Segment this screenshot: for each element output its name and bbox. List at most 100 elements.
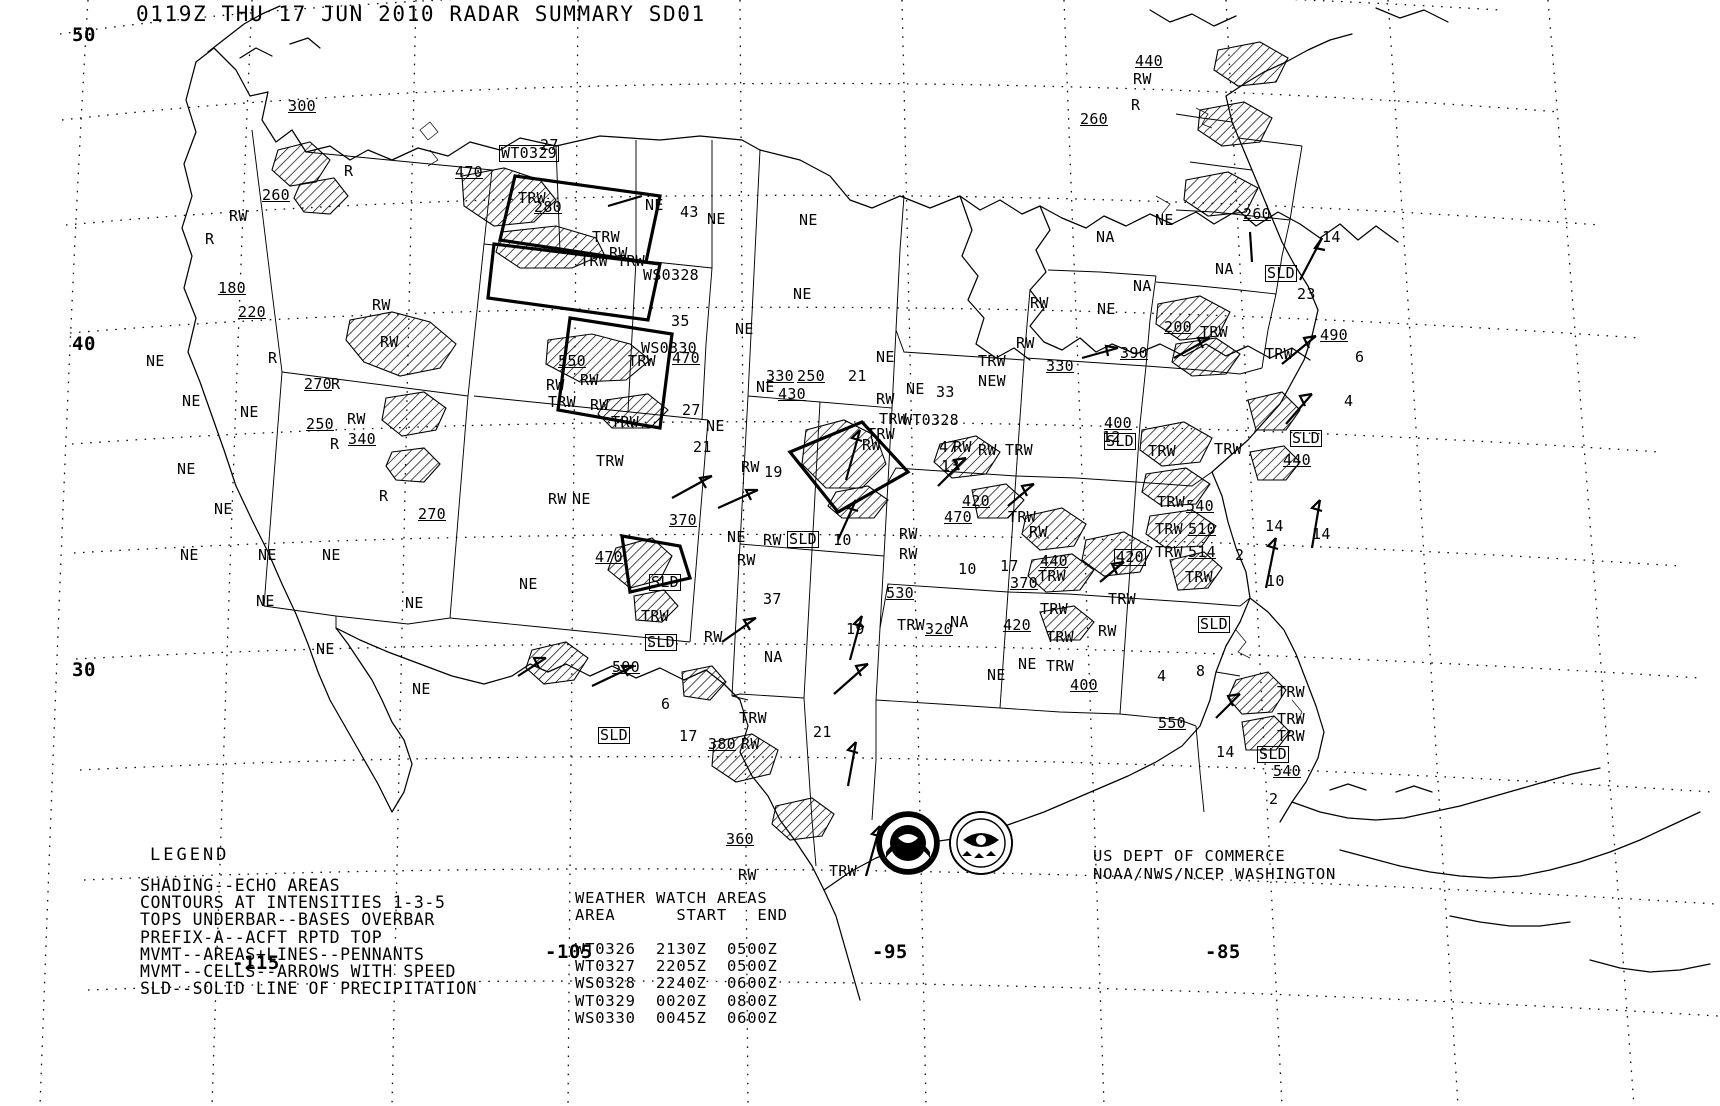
echo-annotation: 6	[1355, 348, 1365, 366]
echo-annotation: R	[205, 230, 215, 248]
echo-annotation: NE	[214, 500, 233, 518]
echo-annotation: 14	[1312, 525, 1331, 543]
echo-annotation: TRW	[1046, 657, 1074, 675]
echo-annotation: 370	[669, 511, 697, 529]
echo-annotation: 37	[763, 590, 782, 608]
echo-annotation: RW	[372, 296, 391, 314]
echo-annotation: 320	[925, 620, 953, 638]
page-title: 0119Z THU 17 JUN 2010 RADAR SUMMARY SD01	[136, 2, 706, 26]
echo-annotation: TRW	[897, 616, 925, 634]
echo-annotation: 2	[1269, 790, 1279, 808]
echo-annotation: 13	[941, 457, 960, 475]
echo-annotation: TRW	[1108, 590, 1136, 608]
echo-annotation: TRW	[628, 352, 656, 370]
echo-annotation: RW	[229, 207, 248, 225]
echo-annotation: 19	[764, 463, 783, 481]
echo-annotation: WS0330	[641, 339, 697, 357]
echo-annotation: 33	[936, 383, 955, 401]
echo-annotation: RW	[609, 244, 628, 262]
echo-annotation: NE	[180, 546, 199, 564]
echo-annotation: 10	[1266, 572, 1285, 590]
echo-annotation: 250	[306, 415, 334, 433]
echo-annotation: NE	[177, 460, 196, 478]
echo-annotation: NE	[412, 680, 431, 698]
echo-annotation: R	[330, 435, 340, 453]
echo-annotation: TRW	[867, 425, 895, 443]
echo-annotation: 180	[218, 279, 246, 297]
echo-annotation: 14	[1216, 743, 1235, 761]
echo-annotation: RW	[862, 436, 881, 454]
echo-annotation: SLD	[1104, 432, 1136, 450]
echo-annotation: TRW	[1200, 323, 1228, 341]
echo-annotation: NA	[764, 648, 783, 666]
echo-annotation: 440	[1040, 552, 1068, 570]
echo-annotation: R	[344, 162, 354, 180]
echo-annotation: 540	[1273, 762, 1301, 780]
echo-annotation: TRW	[1155, 520, 1183, 538]
echo-annotation: RW	[737, 551, 756, 569]
latitude-label: 30	[72, 659, 96, 681]
echo-annotation: TRW	[829, 862, 857, 880]
echo-annotation: NA	[950, 613, 969, 631]
echo-annotation: 514	[1188, 543, 1216, 561]
longitude-label: -95	[872, 941, 908, 963]
echo-annotation: 420	[1114, 548, 1146, 566]
legend-heading: LEGEND	[150, 845, 230, 865]
echo-annotation: 470	[595, 548, 623, 566]
watch-table-rows: WT0326 2130Z 0500Z WT0327 2205Z 0500Z WS…	[575, 940, 778, 1027]
echo-annotation: 260	[1080, 110, 1108, 128]
echo-annotation: 550	[558, 352, 586, 370]
echo-annotation: 470	[672, 349, 700, 367]
echo-annotation: RW	[978, 441, 997, 459]
echo-annotation: SLD	[1265, 264, 1297, 282]
echo-annotation: TRW	[879, 410, 907, 428]
echo-annotation: TRW	[611, 413, 639, 431]
echo-annotation: RW	[1016, 334, 1035, 352]
echo-annotation: TRW	[1040, 600, 1068, 618]
echo-annotation: 440	[1135, 52, 1163, 70]
echo-annotation: NE	[1097, 300, 1116, 318]
echo-annotation: 280	[534, 198, 562, 216]
echo-annotation: TRW	[1277, 710, 1305, 728]
echo-annotation: TRW	[739, 709, 767, 727]
echo-annotation: RW	[738, 866, 757, 884]
echo-annotation: R	[268, 349, 278, 367]
echo-annotation: R	[379, 487, 389, 505]
echo-annotation: 17	[1000, 557, 1019, 575]
echo-annotation: NE	[727, 528, 746, 546]
echo-annotation: NE	[316, 640, 335, 658]
echo-annotation: 550	[1158, 714, 1186, 732]
echo-annotation: R	[1131, 96, 1141, 114]
echo-annotation: RW	[347, 410, 366, 428]
echo-annotation: NE	[645, 196, 664, 214]
echo-annotation: TRW	[1277, 683, 1305, 701]
echo-annotation: 380	[708, 735, 736, 753]
echo-annotation: 8	[1196, 662, 1206, 680]
echo-annotation: 14	[1322, 228, 1341, 246]
echo-annotation: 27	[682, 401, 701, 419]
echo-annotation: 260	[262, 186, 290, 204]
echo-annotation: 260	[1243, 205, 1271, 223]
echo-annotation: 2	[1235, 546, 1245, 564]
echo-annotation: RW	[548, 490, 567, 508]
echo-annotation: NE	[405, 594, 424, 612]
echo-annotation: 4	[1157, 667, 1167, 685]
echo-annotation: NE	[256, 592, 275, 610]
echo-annotation: 490	[1320, 326, 1348, 344]
echo-annotation: TRW	[1155, 543, 1183, 561]
longitude-label: -85	[1205, 941, 1241, 963]
echo-annotation: NE	[240, 403, 259, 421]
echo-annotation: TRW	[1148, 442, 1176, 460]
echo-annotation: NE	[756, 378, 775, 396]
echo-annotation: 420	[962, 492, 990, 510]
echo-annotation: RW	[1030, 294, 1049, 312]
echo-annotation: RW	[704, 628, 723, 646]
echo-annotation: NA	[1133, 277, 1152, 295]
echo-annotation: 300	[288, 97, 316, 115]
echo-annotation: WS0328	[643, 266, 699, 284]
echo-annotation: 420	[1003, 616, 1031, 634]
echo-annotation: SLD	[645, 633, 677, 651]
watch-boxes	[486, 174, 911, 594]
echo-annotation: NE	[1155, 211, 1174, 229]
